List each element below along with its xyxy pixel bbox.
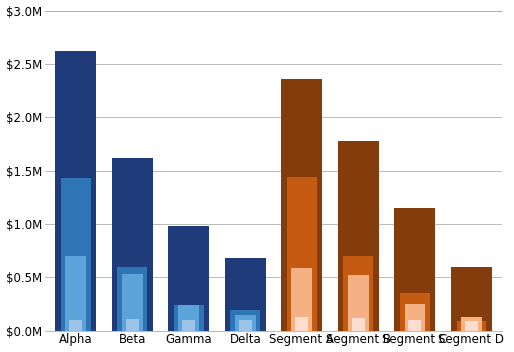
- Bar: [291, 268, 312, 331]
- Bar: [465, 321, 478, 331]
- Bar: [409, 320, 421, 331]
- Bar: [230, 310, 260, 331]
- Bar: [178, 305, 199, 331]
- Bar: [61, 178, 90, 331]
- Bar: [451, 267, 492, 331]
- Bar: [394, 208, 435, 331]
- Bar: [405, 304, 425, 331]
- Bar: [117, 267, 147, 331]
- Bar: [456, 321, 486, 331]
- Bar: [182, 320, 195, 331]
- Bar: [126, 319, 139, 331]
- Bar: [55, 51, 96, 331]
- Bar: [400, 293, 430, 331]
- Bar: [239, 320, 252, 331]
- Bar: [174, 305, 204, 331]
- Bar: [343, 256, 373, 331]
- Bar: [112, 158, 153, 331]
- Bar: [69, 320, 82, 331]
- Bar: [461, 317, 482, 331]
- Bar: [287, 177, 317, 331]
- Bar: [348, 275, 369, 331]
- Bar: [296, 317, 308, 331]
- Bar: [122, 274, 142, 331]
- Bar: [281, 79, 322, 331]
- Bar: [352, 318, 365, 331]
- Bar: [225, 258, 266, 331]
- Bar: [338, 141, 379, 331]
- Bar: [235, 315, 255, 331]
- Bar: [65, 256, 86, 331]
- Bar: [168, 226, 209, 331]
